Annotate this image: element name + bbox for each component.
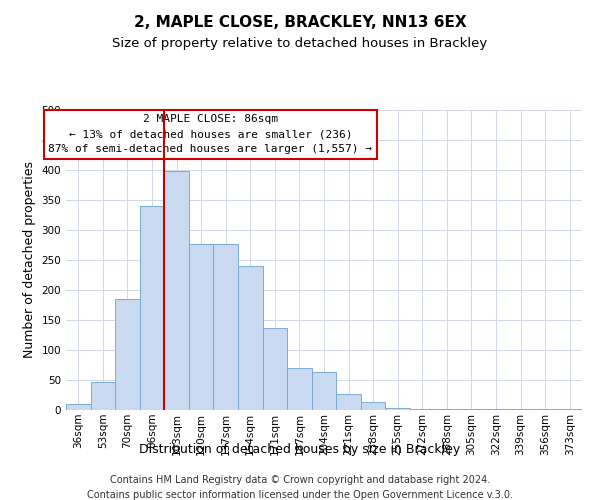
Y-axis label: Number of detached properties: Number of detached properties <box>23 162 36 358</box>
Bar <box>91 382 115 410</box>
Text: Contains HM Land Registry data © Crown copyright and database right 2024.: Contains HM Land Registry data © Crown c… <box>110 475 490 485</box>
Bar <box>164 171 189 410</box>
Text: Distribution of detached houses by size in Brackley: Distribution of detached houses by size … <box>139 444 461 456</box>
Bar <box>214 244 238 410</box>
Bar <box>434 409 459 410</box>
Bar <box>312 372 336 410</box>
Bar <box>66 404 91 410</box>
Bar <box>361 402 385 410</box>
Bar <box>115 299 140 410</box>
Bar <box>410 409 434 410</box>
Text: 2, MAPLE CLOSE, BRACKLEY, NN13 6EX: 2, MAPLE CLOSE, BRACKLEY, NN13 6EX <box>134 15 466 30</box>
Text: Contains public sector information licensed under the Open Government Licence v.: Contains public sector information licen… <box>87 490 513 500</box>
Bar <box>189 244 214 410</box>
Bar <box>263 328 287 410</box>
Bar <box>140 206 164 410</box>
Bar <box>287 368 312 410</box>
Bar <box>385 408 410 410</box>
Bar <box>557 409 582 410</box>
Text: Size of property relative to detached houses in Brackley: Size of property relative to detached ho… <box>112 38 488 51</box>
Bar <box>336 394 361 410</box>
Text: 2 MAPLE CLOSE: 86sqm
← 13% of detached houses are smaller (236)
87% of semi-deta: 2 MAPLE CLOSE: 86sqm ← 13% of detached h… <box>49 114 373 154</box>
Bar <box>238 266 263 410</box>
